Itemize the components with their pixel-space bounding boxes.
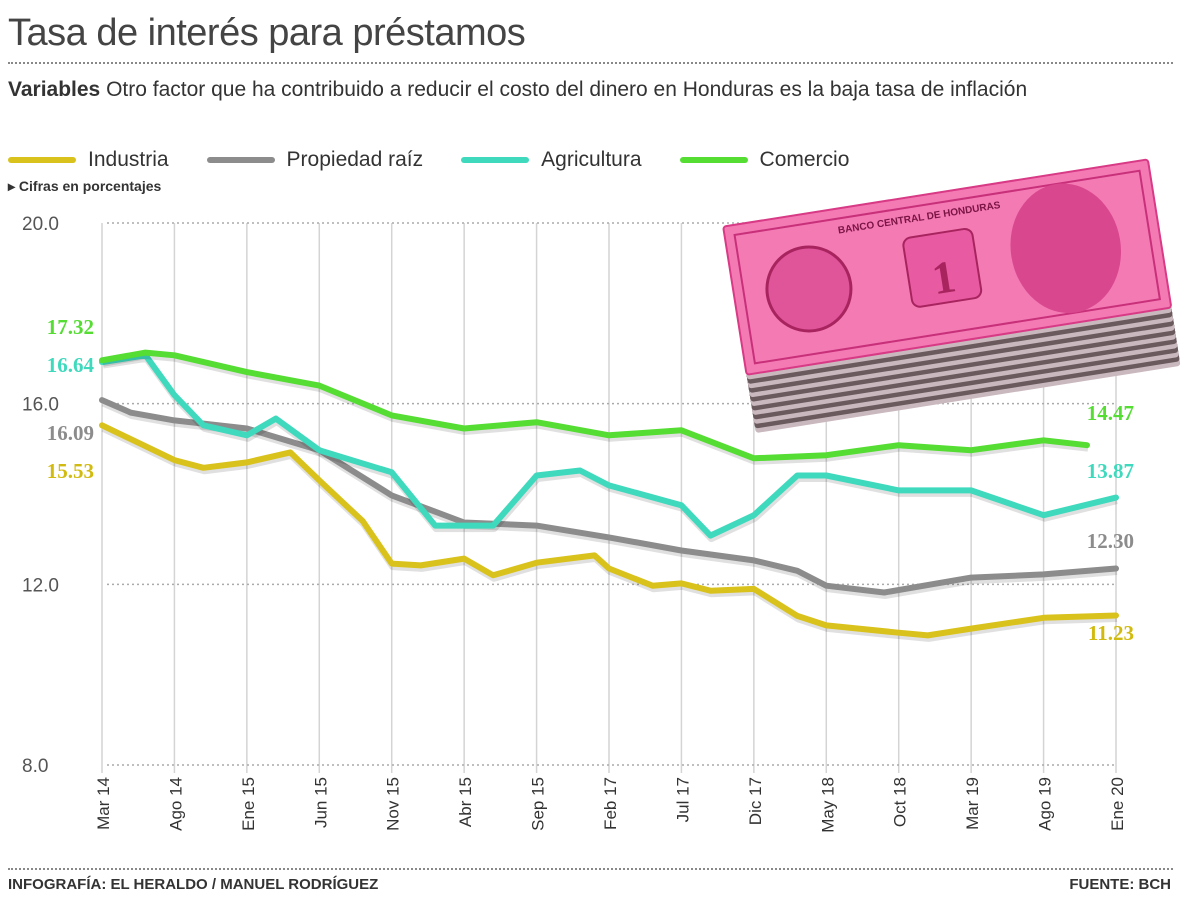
end-value-label: 12.30 bbox=[1087, 529, 1134, 553]
y-tick-label: 16.0 bbox=[22, 395, 59, 416]
footer-divider bbox=[8, 868, 1173, 870]
y-tick-label: 8.0 bbox=[22, 756, 48, 777]
subtitle-bold: Variables bbox=[8, 78, 101, 101]
banknote-portrait bbox=[1010, 183, 1122, 314]
start-value-label: 16.09 bbox=[47, 421, 94, 445]
x-tick-label: May 18 bbox=[818, 777, 837, 833]
legend-item: Agricultura bbox=[461, 148, 642, 172]
legend-label: Comercio bbox=[759, 148, 850, 171]
series-line-agricultura bbox=[99, 352, 1119, 539]
x-tick-label: Ene 15 bbox=[239, 777, 258, 831]
credit: INFOGRAFÍA: EL HERALDO / MANUEL RODRÍGUE… bbox=[8, 876, 379, 893]
x-tick-label: Jul 17 bbox=[673, 777, 692, 822]
banknote-border bbox=[733, 169, 1162, 365]
page-title: Tasa de interés para préstamos bbox=[8, 12, 526, 54]
legend-swatch bbox=[206, 157, 275, 163]
legend-swatch bbox=[461, 157, 530, 163]
legend-label: Industria bbox=[88, 148, 169, 171]
x-tick-label: Abr 15 bbox=[456, 777, 475, 827]
banknote-center bbox=[902, 227, 983, 308]
legend-item: Propiedad raíz bbox=[206, 148, 424, 172]
x-tick-label: Oct 18 bbox=[891, 777, 910, 827]
start-value-label: 17.32 bbox=[47, 315, 94, 339]
x-tick-label: Nov 15 bbox=[384, 777, 403, 831]
start-value-label: 16.64 bbox=[47, 353, 95, 377]
x-tick-label: Jun 15 bbox=[311, 777, 330, 828]
x-tick-label: Feb 17 bbox=[601, 777, 620, 830]
legend-item: Comercio bbox=[679, 148, 850, 172]
x-tick-label: Ago 19 bbox=[1036, 777, 1055, 831]
x-tick-label: Mar 14 bbox=[94, 777, 113, 830]
y-tick-label: 20.0 bbox=[22, 214, 59, 235]
x-tick-label: Ago 14 bbox=[166, 777, 185, 831]
units-note: ▸ Cifras en porcentajes bbox=[8, 178, 162, 194]
end-value-label: 13.87 bbox=[1087, 459, 1134, 483]
legend-swatch bbox=[679, 157, 748, 163]
end-value-label: 11.23 bbox=[1088, 621, 1134, 645]
x-tick-label: Sep 15 bbox=[529, 777, 548, 831]
legend-label: Agricultura bbox=[541, 148, 642, 171]
legend-swatch bbox=[8, 157, 76, 163]
x-tick-label: Ene 20 bbox=[1108, 777, 1127, 831]
subtitle-text: Otro factor que ha contribuido a reducir… bbox=[106, 78, 1028, 101]
series-line-comercio bbox=[99, 349, 1090, 462]
subtitle: Variables Otro factor que ha contribuido… bbox=[8, 76, 1068, 103]
start-value-label: 15.53 bbox=[47, 459, 94, 483]
y-tick-label: 12.0 bbox=[22, 575, 59, 596]
banknote-seal bbox=[765, 245, 853, 333]
x-tick-label: Dic 17 bbox=[746, 777, 765, 825]
legend-label: Propiedad raíz bbox=[286, 148, 424, 171]
title-divider bbox=[8, 62, 1173, 64]
legend-item: Industria bbox=[8, 148, 169, 172]
source: FUENTE: BCH bbox=[1069, 876, 1171, 893]
legend: Industria Propiedad raíz Agricultura Comerc… bbox=[8, 148, 887, 172]
end-value-label: 14.47 bbox=[1087, 401, 1134, 425]
x-tick-label: Mar 19 bbox=[963, 777, 982, 830]
